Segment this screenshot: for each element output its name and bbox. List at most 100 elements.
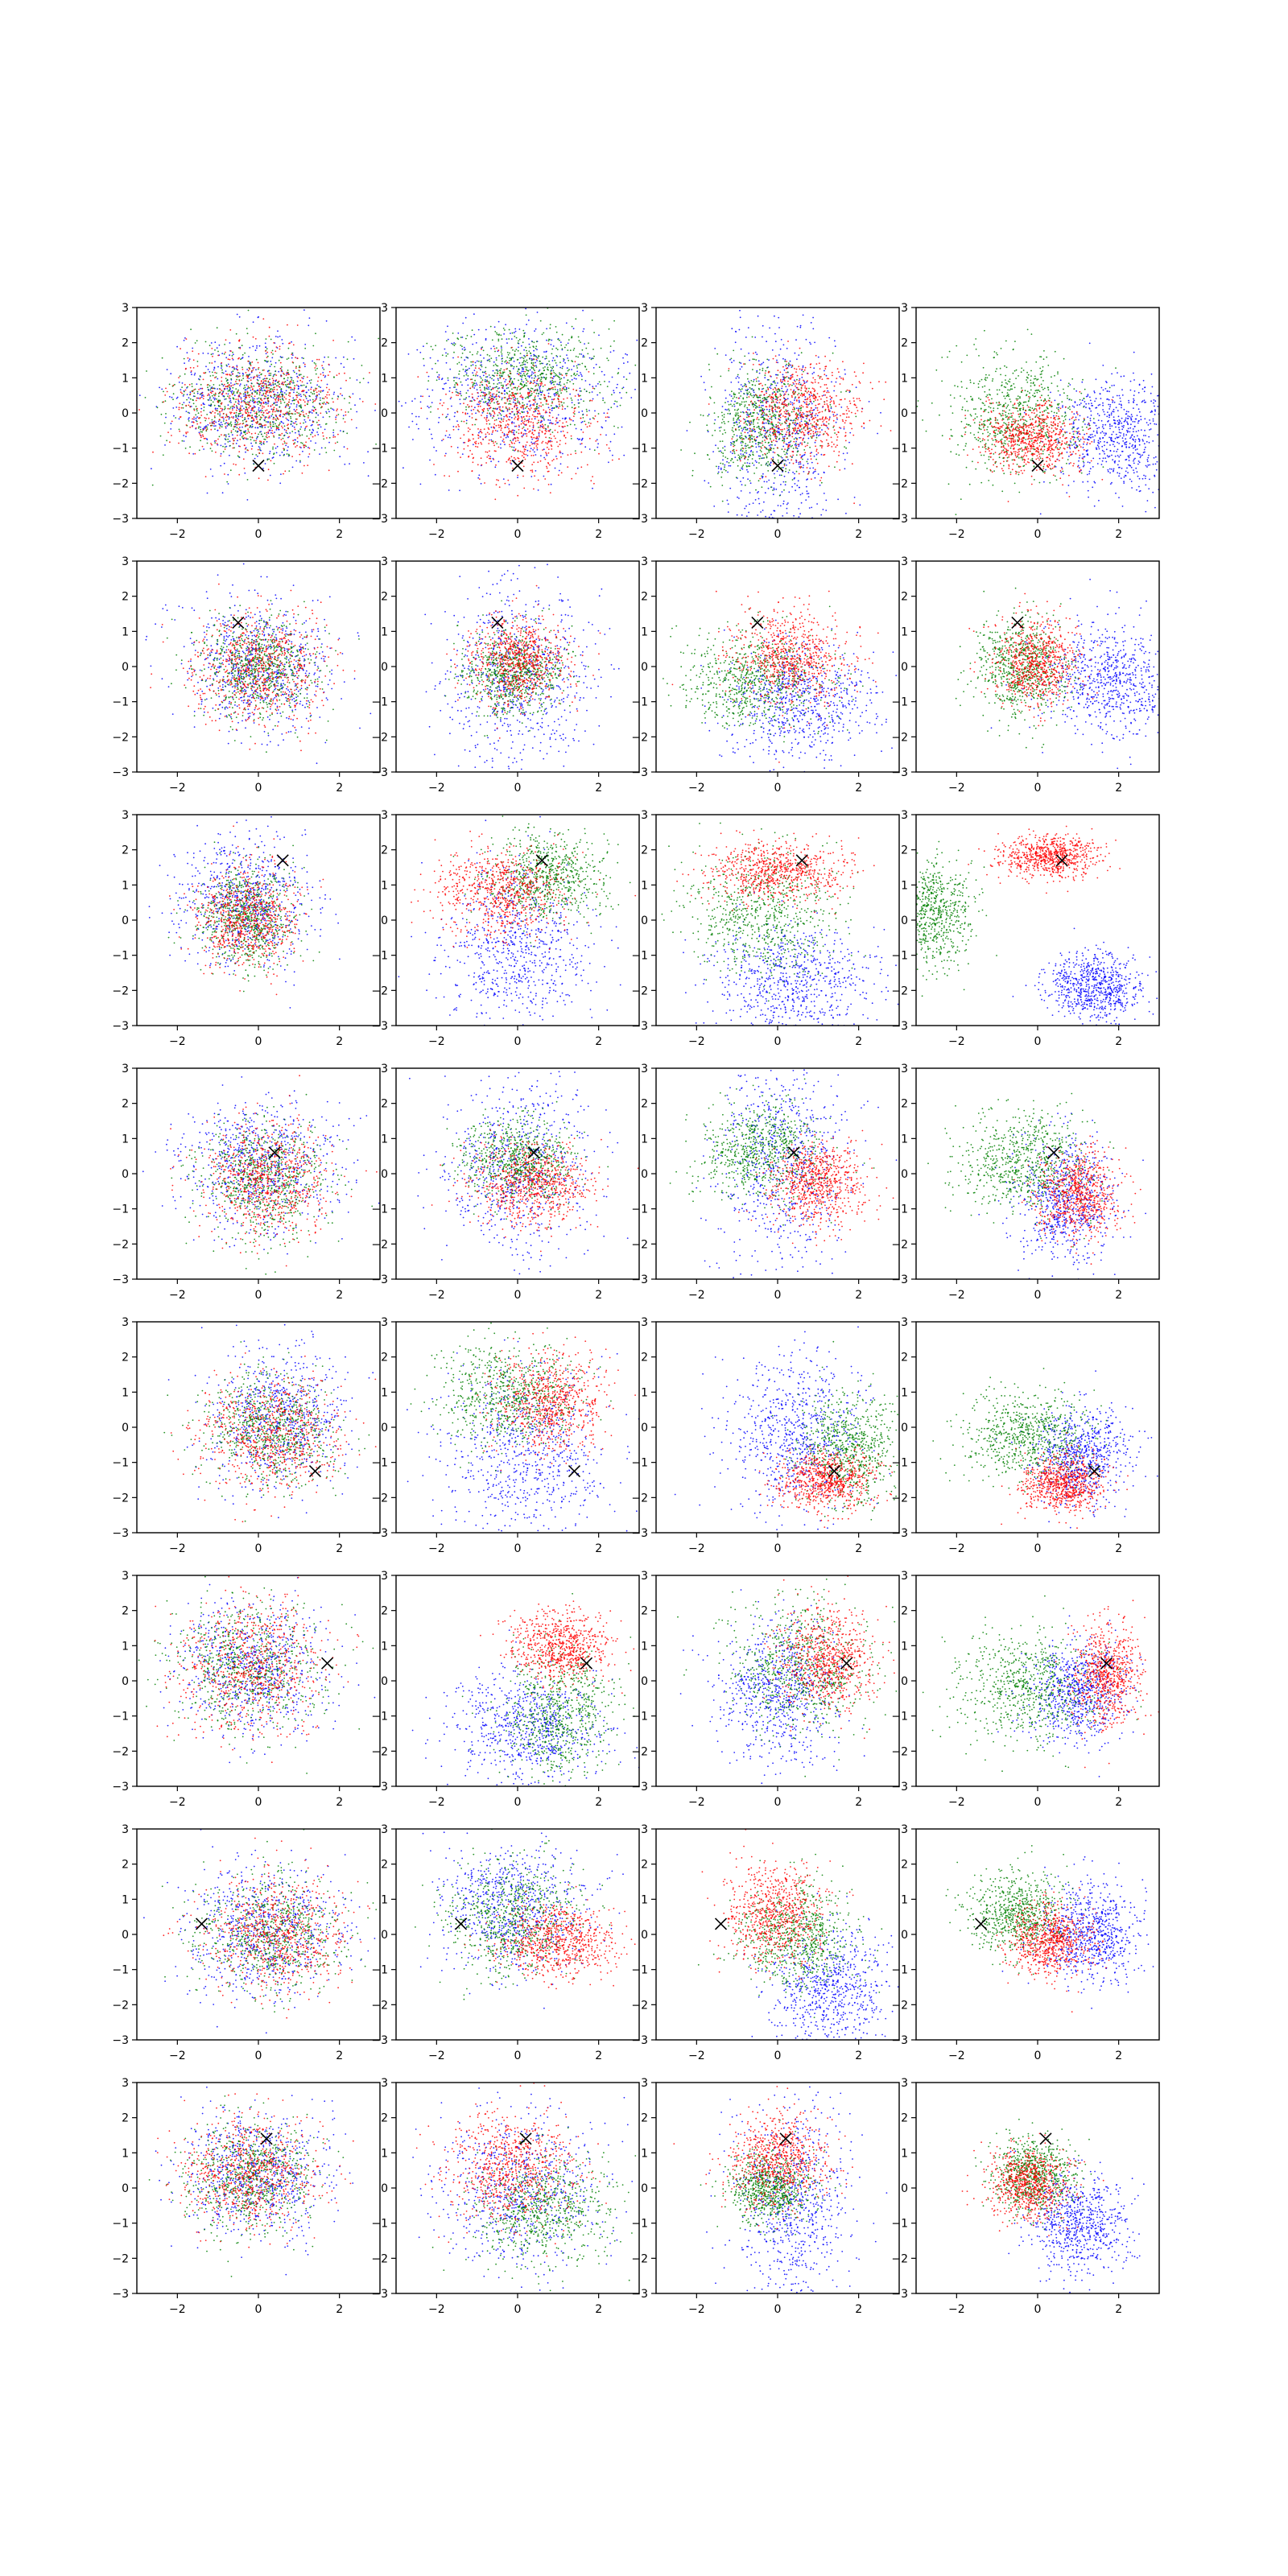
scatter-point xyxy=(286,411,287,413)
scatter-point xyxy=(288,387,290,389)
scatter-point xyxy=(217,347,218,349)
scatter-point xyxy=(467,385,469,386)
scatter-point xyxy=(501,349,502,351)
scatter-point xyxy=(527,397,529,398)
scatter-point xyxy=(758,446,760,448)
scatter-point xyxy=(523,336,525,337)
scatter-point xyxy=(456,391,457,393)
scatter-point xyxy=(545,398,547,399)
scatter-point xyxy=(488,427,489,429)
scatter-point xyxy=(272,448,274,450)
scatter-point xyxy=(448,489,450,491)
scatter-point xyxy=(621,388,623,390)
scatter-point xyxy=(495,408,497,410)
scatter-point xyxy=(525,366,526,368)
scatter-point xyxy=(529,431,530,432)
scatter-point xyxy=(815,459,817,460)
scatter-point xyxy=(527,392,529,394)
scatter-point xyxy=(234,423,236,425)
scatter-point xyxy=(242,406,243,407)
scatter-point xyxy=(215,425,217,427)
scatter-point xyxy=(436,372,438,374)
scatter-point xyxy=(486,384,488,386)
scatter-point xyxy=(534,408,535,410)
scatter-point xyxy=(316,397,317,398)
scatter-point xyxy=(190,367,192,369)
scatter-point xyxy=(543,448,545,450)
scatter-point xyxy=(469,450,471,452)
scatter-point xyxy=(562,453,564,455)
series-red-points xyxy=(417,343,620,500)
scatter-point xyxy=(472,424,473,426)
scatter-point xyxy=(562,374,564,376)
scatter-point xyxy=(270,427,272,429)
scatter-point xyxy=(554,360,555,361)
scatter-point xyxy=(525,398,526,399)
scatter-point xyxy=(217,439,219,440)
scatter-point xyxy=(518,359,519,361)
scatter-point xyxy=(265,463,266,464)
scatter-point xyxy=(296,412,298,414)
scatter-point xyxy=(215,422,217,423)
scatter-point xyxy=(227,395,229,397)
scatter-point xyxy=(541,392,543,394)
scatter-point xyxy=(815,426,817,427)
scatter-point xyxy=(278,395,279,397)
scatter-point xyxy=(553,345,555,347)
scatter-point xyxy=(247,375,249,377)
scatter-point xyxy=(773,452,774,453)
scatter-point xyxy=(196,398,198,399)
scatter-point xyxy=(731,400,733,402)
scatter-point xyxy=(531,360,533,361)
scatter-point xyxy=(531,393,533,394)
scatter-point xyxy=(495,364,497,365)
scatter-point xyxy=(460,438,461,440)
scatter-point xyxy=(773,493,774,495)
scatter-point xyxy=(290,383,291,385)
scatter-point xyxy=(472,413,473,415)
scatter-point xyxy=(485,371,486,373)
scatter-point xyxy=(495,464,497,466)
scatter-point xyxy=(225,419,227,421)
scatter-point xyxy=(279,415,281,417)
scatter-point xyxy=(188,417,190,419)
scatter-point xyxy=(535,410,536,411)
scatter-point xyxy=(282,395,283,397)
scatter-point xyxy=(444,455,446,456)
scatter-point xyxy=(330,407,332,409)
scatter-point xyxy=(303,362,304,364)
scatter-point xyxy=(718,466,720,468)
scatter-point xyxy=(757,514,758,516)
scatter-point xyxy=(478,411,480,413)
scatter-point xyxy=(197,391,199,393)
scatter-point xyxy=(192,426,193,427)
scatter-point xyxy=(189,384,191,386)
scatter-point xyxy=(510,400,511,402)
scatter-point xyxy=(532,471,534,473)
scatter-point xyxy=(213,353,214,355)
scatter-point xyxy=(312,399,314,401)
scatter-point xyxy=(279,482,281,484)
scatter-point xyxy=(476,441,477,443)
scatter-point xyxy=(525,449,526,451)
scatter-point xyxy=(312,406,314,407)
scatter-point xyxy=(437,376,439,378)
scatter-point xyxy=(556,383,558,385)
scatter-point xyxy=(567,398,568,399)
scatter-point xyxy=(481,464,483,466)
scatter-point xyxy=(532,449,534,451)
scatter-point xyxy=(501,418,502,419)
scatter-point xyxy=(207,424,208,426)
scatter-point xyxy=(447,353,448,355)
scatter-point xyxy=(755,499,757,501)
scatter-point xyxy=(296,407,298,408)
scatter-point xyxy=(232,357,233,359)
scatter-point xyxy=(179,409,180,411)
scatter-point xyxy=(245,402,246,404)
scatter-point xyxy=(308,438,310,440)
scatter-point xyxy=(198,389,200,390)
scatter-point xyxy=(562,408,564,410)
scatter-point xyxy=(498,321,500,323)
scatter-point xyxy=(456,389,457,390)
scatter-point xyxy=(521,432,522,434)
